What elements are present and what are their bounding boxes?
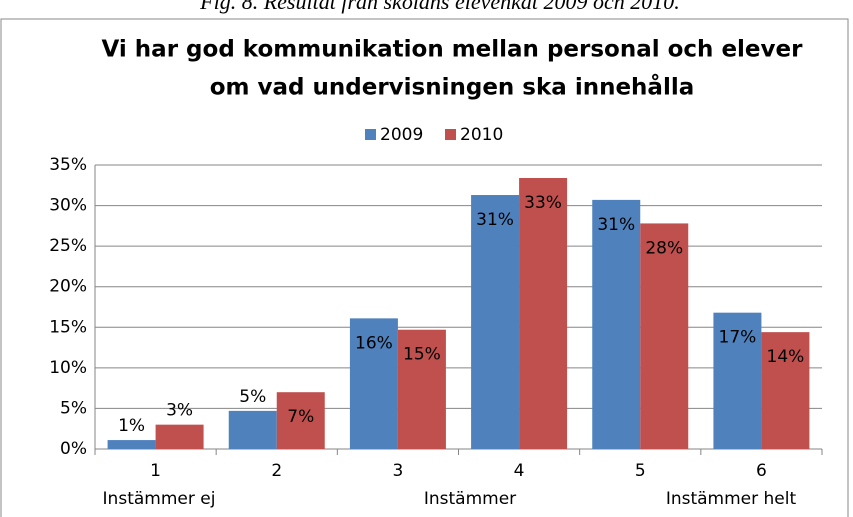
x-tick-label: 6 <box>756 461 767 481</box>
legend-swatch <box>365 129 376 140</box>
x-tick-label: 1 <box>150 461 161 481</box>
annotation: Instämmer <box>424 489 516 509</box>
chart-frame <box>0 18 849 517</box>
chart-title: Vi har god kommunikation mellan personal… <box>102 37 804 63</box>
y-tick-label: 5% <box>60 398 87 418</box>
y-tick-label: 35% <box>49 155 87 175</box>
bar <box>713 312 762 449</box>
y-tick-label: 25% <box>49 236 87 256</box>
y-tick-label: 20% <box>49 277 87 297</box>
y-tick-label: 15% <box>49 317 87 337</box>
legend-label: 2010 <box>460 125 503 145</box>
bar <box>155 424 204 449</box>
data-label: 3% <box>166 401 193 421</box>
legend-label: 2009 <box>380 125 423 145</box>
bar <box>761 332 810 449</box>
data-label: 5% <box>239 387 266 407</box>
data-label: 14% <box>767 347 805 367</box>
annotation: Instämmer ej <box>103 489 216 509</box>
x-tick-label: 5 <box>635 461 646 481</box>
bar <box>592 199 641 449</box>
bar <box>107 440 156 449</box>
legend-swatch <box>445 129 456 140</box>
data-label: 16% <box>355 333 393 353</box>
data-label: 1% <box>118 416 145 436</box>
y-tick-label: 0% <box>60 439 87 459</box>
bar <box>228 410 277 449</box>
x-tick-label: 3 <box>393 461 404 481</box>
bar <box>471 195 520 449</box>
bar <box>397 329 446 449</box>
bar <box>519 177 568 450</box>
caption: Fig. 8. Resultat från skolans elevenkät … <box>199 0 680 14</box>
bar <box>640 223 689 449</box>
annotation: Instämmer helt <box>666 489 797 509</box>
data-label: 17% <box>719 328 757 348</box>
x-tick-label: 4 <box>514 461 525 481</box>
x-tick-label: 2 <box>271 461 282 481</box>
data-label: 31% <box>476 210 514 230</box>
bar <box>349 318 398 449</box>
bar <box>276 392 325 449</box>
y-tick-label: 30% <box>49 196 87 216</box>
data-label: 28% <box>645 238 683 258</box>
data-label: 15% <box>403 345 441 365</box>
data-label: 7% <box>287 407 314 427</box>
y-tick-label: 10% <box>49 358 87 378</box>
chart-title: om vad undervisningen ska innehålla <box>210 74 694 101</box>
data-label: 33% <box>524 193 562 213</box>
data-label: 31% <box>597 215 635 235</box>
